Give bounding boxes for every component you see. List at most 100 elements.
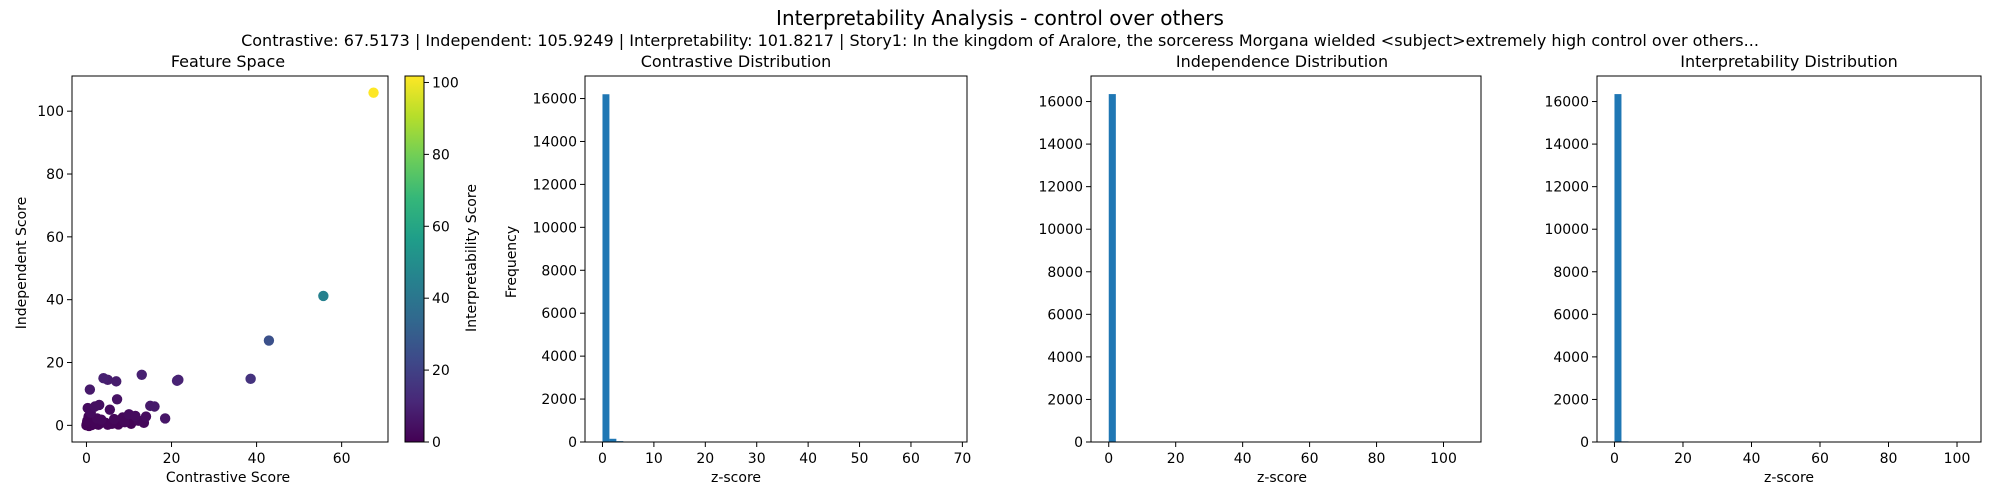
panel-title: Independence Distribution: [1176, 52, 1388, 71]
scatter-point: [245, 373, 256, 385]
y-tick-label: 12000: [532, 177, 577, 193]
x-tick-label: 100: [1430, 451, 1457, 467]
histogram-bar: [1614, 94, 1622, 442]
histogram-bar: [1108, 94, 1116, 442]
x-tick-label: 20: [696, 451, 714, 467]
x-tick-label: 60: [902, 451, 920, 467]
plot-frame: [1090, 75, 1482, 443]
x-tick-label: 40: [248, 451, 266, 467]
x-tick-label: 10: [645, 451, 663, 467]
y-tick-label: 12000: [1544, 180, 1589, 196]
scatter-point: [84, 384, 96, 395]
x-tick-label: 0: [1610, 451, 1619, 467]
colorbar-tick-label: 0: [432, 435, 441, 451]
x-tick-label: 20: [163, 451, 181, 467]
histogram-bar: [602, 94, 610, 442]
y-tick-label: 14000: [532, 134, 577, 150]
y-tick-label: 14000: [1038, 137, 1083, 153]
x-tick-label: 40: [1234, 451, 1252, 467]
independence-panel: Independence Distribution 0 20 40 60 80 100 0 2…: [1038, 52, 1482, 486]
scatter-point: [98, 373, 109, 384]
x-axis-label: z-score: [1764, 470, 1814, 486]
y-axis-label: Independent Score: [14, 197, 30, 329]
interpretability-panel: Interpretability Distribution 0 20 40 60 80 1…: [1544, 52, 1982, 486]
x-tick-label: 40: [799, 451, 817, 467]
x-tick-label: 80: [1368, 451, 1386, 467]
histogram-bar: [609, 438, 617, 442]
y-tick-label: 0: [568, 435, 577, 451]
y-tick-label: 4000: [541, 349, 577, 365]
plot-frame: [71, 75, 389, 443]
scatter-point: [104, 404, 116, 415]
scatter-point: [108, 413, 120, 425]
scatter-point: [119, 417, 130, 428]
y-tick-label: 6000: [1553, 307, 1589, 323]
y-tick-label: 0: [1074, 435, 1083, 451]
y-axis-label: Frequency: [504, 226, 520, 298]
scatter-point: [82, 415, 93, 426]
scatter-point: [263, 335, 275, 346]
x-axis-label: z-score: [711, 470, 761, 486]
plot-frame: [584, 75, 968, 443]
colorbar-tick-label: 60: [432, 219, 450, 235]
x-tick-label: 100: [1944, 451, 1971, 467]
x-tick-label: 60: [1301, 451, 1319, 467]
x-tick-label: 40: [1743, 451, 1761, 467]
plot-area: 0 20 40 60 80 100 0 2000 4000 6000 8000 10000 12000 1…: [1038, 75, 1482, 467]
y-tick-label: 40: [46, 293, 64, 309]
y-tick-label: 14000: [1544, 137, 1589, 153]
x-tick-label: 70: [953, 451, 971, 467]
x-tick-label: 0: [82, 451, 91, 467]
y-tick-label: 4000: [1553, 350, 1589, 366]
y-tick-label: 6000: [541, 306, 577, 322]
y-tick-label: 10000: [532, 220, 577, 236]
y-tick-label: 8000: [1047, 265, 1083, 281]
y-tick-label: 0: [55, 418, 64, 434]
colorbar-tick-label: 40: [432, 291, 450, 307]
y-tick-label: 4000: [1047, 350, 1083, 366]
scatter-point: [149, 401, 160, 412]
figure-title: Interpretability Analysis - control over…: [776, 6, 1224, 30]
x-tick-label: 80: [1880, 451, 1898, 467]
y-tick-label: 80: [46, 167, 64, 183]
panel-title: Interpretability Distribution: [1680, 52, 1898, 71]
colorbar-label: Interpretability Score: [464, 184, 480, 332]
scatter-point: [130, 410, 141, 422]
scatter-point: [171, 375, 183, 386]
scatter-point: [136, 369, 147, 380]
x-tick-label: 30: [748, 451, 766, 467]
y-tick-label: 8000: [1553, 265, 1589, 281]
plot-area: 0 20 40 60 0 20 40 60 80 100: [37, 75, 389, 467]
scatter-point: [89, 401, 101, 412]
x-axis-label: z-score: [1257, 470, 1307, 486]
y-tick-label: 0: [1580, 435, 1589, 451]
plot-area: 0 10 20 30 40 50 60 70 0 2000 4000 6000 8000 10000 120…: [532, 75, 971, 467]
colorbar: 0 20 40 60 80 100: [404, 75, 459, 451]
y-tick-label: 10000: [1544, 222, 1589, 238]
x-axis-label: Contrastive Score: [166, 470, 290, 486]
feature-space-panel: Feature Space 0 20 40 60 0 20 40 60 80 100 Contra…: [14, 52, 480, 486]
y-tick-label: 10000: [1038, 222, 1083, 238]
contrastive-panel: Contrastive Distribution 0 10 20 30 40 50 60 70…: [504, 52, 971, 486]
scatter-point: [368, 87, 379, 98]
scatter-point: [159, 413, 171, 424]
colorbar-tick-label: 100: [432, 75, 459, 91]
plot-area: 0 20 40 60 80 100 0 2000 4000 6000 8000 10000 12000 1…: [1544, 75, 1982, 467]
plot-frame: [1596, 75, 1982, 443]
x-tick-label: 0: [598, 451, 607, 467]
scatter-point: [111, 376, 122, 387]
y-tick-label: 6000: [1047, 307, 1083, 323]
y-tick-label: 60: [46, 230, 64, 246]
scatter-point: [96, 414, 107, 425]
y-tick-label: 2000: [1553, 392, 1589, 408]
scatter-point: [318, 290, 329, 302]
x-tick-label: 60: [1811, 451, 1829, 467]
x-tick-label: 60: [333, 451, 351, 467]
y-tick-label: 12000: [1038, 180, 1083, 196]
colorbar-bar: [404, 75, 425, 443]
y-tick-label: 100: [37, 104, 64, 120]
scatter-point: [111, 394, 123, 405]
y-tick-label: 16000: [532, 92, 577, 108]
figure-subtitle: Contrastive: 67.5173 | Independent: 105.…: [241, 31, 1759, 50]
